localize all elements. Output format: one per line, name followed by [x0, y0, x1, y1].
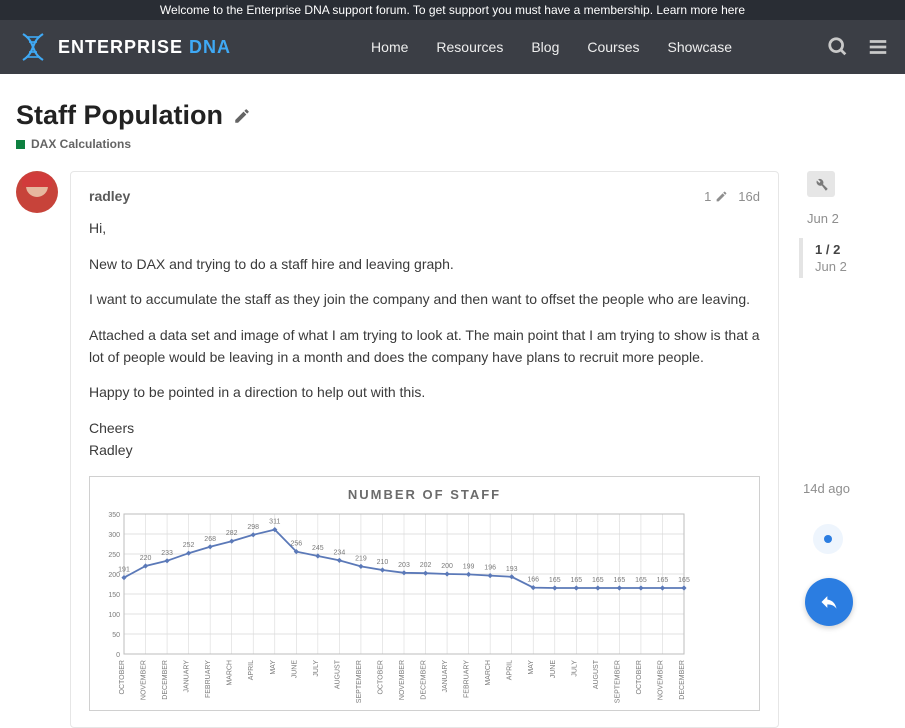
svg-text:MAY: MAY: [270, 659, 277, 674]
nav-resources[interactable]: Resources: [436, 39, 503, 55]
edit-count: 1: [704, 189, 711, 204]
notification-indicator[interactable]: [813, 524, 843, 554]
reply-button[interactable]: [805, 578, 853, 626]
post-body: Hi, New to DAX and trying to do a staff …: [89, 218, 760, 462]
svg-text:233: 233: [161, 549, 173, 556]
dna-icon: [16, 30, 50, 64]
svg-text:OCTOBER: OCTOBER: [377, 660, 384, 695]
svg-text:196: 196: [484, 564, 496, 571]
category-badge[interactable]: DAX Calculations: [16, 137, 889, 151]
svg-text:202: 202: [420, 562, 432, 569]
topic-title: Staff Population: [16, 100, 223, 131]
logo[interactable]: ENTERPRISE DNA: [16, 30, 231, 64]
svg-text:165: 165: [657, 577, 669, 584]
nav-showcase[interactable]: Showcase: [668, 39, 733, 55]
svg-text:166: 166: [527, 576, 539, 583]
reply-icon: [819, 592, 839, 612]
pencil-icon[interactable]: [715, 190, 728, 203]
svg-text:165: 165: [678, 577, 690, 584]
wrench-icon[interactable]: [807, 171, 835, 197]
svg-text:234: 234: [334, 549, 346, 556]
svg-text:NOVEMBER: NOVEMBER: [399, 660, 406, 700]
svg-text:0: 0: [116, 652, 120, 659]
category-color-swatch: [16, 140, 25, 149]
svg-text:298: 298: [247, 523, 259, 530]
post-author[interactable]: radley: [89, 188, 130, 204]
svg-text:MARCH: MARCH: [227, 660, 234, 686]
svg-text:150: 150: [108, 592, 120, 599]
svg-text:191: 191: [118, 566, 130, 573]
svg-text:JUNE: JUNE: [550, 659, 557, 678]
timeline-count: 1 / 2: [815, 242, 889, 257]
staff-line-chart: 0 50 100 150 200 250 300 350 191 220 233 252 268 282 2…: [96, 508, 690, 704]
svg-text:JANUARY: JANUARY: [442, 659, 449, 692]
timeline-start-date[interactable]: Jun 2: [807, 211, 889, 226]
svg-text:300: 300: [108, 532, 120, 539]
svg-text:SEPTEMBER: SEPTEMBER: [614, 660, 621, 703]
chart-title: NUMBER OF STAFF: [96, 487, 753, 502]
svg-text:252: 252: [183, 542, 195, 549]
timeline-progress[interactable]: 1 / 2 Jun 2: [799, 238, 889, 278]
svg-text:FEBRUARY: FEBRUARY: [464, 659, 471, 697]
svg-text:JULY: JULY: [313, 659, 320, 676]
svg-text:219: 219: [355, 555, 367, 562]
svg-text:100: 100: [108, 612, 120, 619]
pencil-icon[interactable]: [233, 107, 251, 125]
svg-text:203: 203: [398, 561, 410, 568]
timeline-sidebar: Jun 2 1 / 2 Jun 2 14d ago: [799, 171, 889, 278]
svg-text:350: 350: [108, 512, 120, 519]
timeline-current-date: Jun 2: [815, 259, 889, 274]
svg-text:165: 165: [549, 577, 561, 584]
svg-text:165: 165: [592, 577, 604, 584]
chart-image[interactable]: NUMBER OF STAFF 0 50 100 150 200 250 300 350 191…: [89, 476, 760, 711]
svg-text:250: 250: [108, 552, 120, 559]
timeline-end-date[interactable]: 14d ago: [803, 481, 889, 496]
svg-text:AUGUST: AUGUST: [593, 659, 600, 689]
svg-text:MAY: MAY: [528, 659, 535, 674]
svg-text:200: 200: [441, 563, 453, 570]
svg-text:FEBRUARY: FEBRUARY: [205, 659, 212, 697]
avatar[interactable]: [16, 171, 58, 213]
search-icon[interactable]: [827, 36, 849, 58]
svg-text:245: 245: [312, 545, 324, 552]
svg-text:165: 165: [570, 577, 582, 584]
hamburger-icon[interactable]: [867, 36, 889, 58]
svg-text:JUNE: JUNE: [291, 659, 298, 678]
svg-text:DECEMBER: DECEMBER: [421, 660, 428, 700]
logo-text: ENTERPRISE DNA: [58, 37, 231, 58]
svg-text:APRIL: APRIL: [248, 659, 255, 679]
svg-text:165: 165: [614, 577, 626, 584]
svg-text:311: 311: [269, 518, 280, 525]
svg-text:NOVEMBER: NOVEMBER: [141, 660, 148, 700]
svg-text:APRIL: APRIL: [507, 659, 514, 679]
svg-text:165: 165: [635, 577, 647, 584]
svg-text:SEPTEMBER: SEPTEMBER: [356, 660, 363, 703]
svg-text:JULY: JULY: [571, 659, 578, 676]
svg-text:50: 50: [112, 632, 120, 639]
post-card: radley 1 16d Hi, New to DAX and trying t…: [70, 171, 779, 728]
nav-blog[interactable]: Blog: [531, 39, 559, 55]
svg-text:NOVEMBER: NOVEMBER: [657, 660, 664, 700]
svg-text:OCTOBER: OCTOBER: [636, 660, 643, 695]
svg-text:220: 220: [140, 555, 152, 562]
svg-text:256: 256: [290, 540, 302, 547]
svg-text:OCTOBER: OCTOBER: [119, 660, 126, 695]
svg-text:193: 193: [506, 565, 518, 572]
nav-home[interactable]: Home: [371, 39, 408, 55]
svg-text:DECEMBER: DECEMBER: [679, 660, 686, 700]
svg-text:199: 199: [463, 563, 475, 570]
svg-text:282: 282: [226, 530, 238, 537]
svg-text:MARCH: MARCH: [485, 660, 492, 686]
announcement-banner[interactable]: Welcome to the Enterprise DNA support fo…: [0, 0, 905, 20]
svg-text:210: 210: [377, 559, 389, 566]
nav-courses[interactable]: Courses: [587, 39, 639, 55]
svg-text:AUGUST: AUGUST: [334, 659, 341, 689]
main-nav: Home Resources Blog Courses Showcase: [371, 39, 732, 55]
svg-text:DECEMBER: DECEMBER: [162, 660, 169, 700]
header: ENTERPRISE DNA Home Resources Blog Cours…: [0, 20, 905, 74]
svg-text:268: 268: [204, 535, 216, 542]
category-label: DAX Calculations: [31, 137, 131, 151]
post-age[interactable]: 16d: [738, 189, 760, 204]
svg-text:JANUARY: JANUARY: [184, 659, 191, 692]
